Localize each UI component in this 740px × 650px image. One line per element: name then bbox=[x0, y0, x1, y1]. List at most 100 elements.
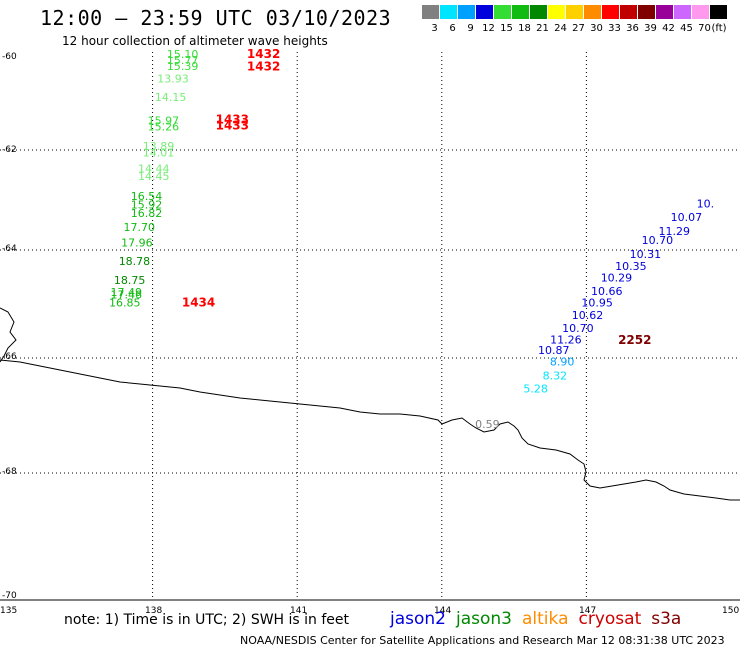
wave-height-label: 15.77 bbox=[167, 54, 199, 67]
legend-label: 30 bbox=[590, 23, 603, 34]
wave-height-label: 10.31 bbox=[630, 248, 662, 261]
lat-label-68: -68 bbox=[2, 467, 17, 477]
wave-height-label: 10. bbox=[697, 198, 715, 211]
wave-height-label: 0.59 bbox=[475, 418, 500, 431]
legend-swatch bbox=[476, 5, 493, 19]
wave-height-label: 17.49 bbox=[110, 286, 142, 299]
legend-swatch bbox=[512, 5, 529, 19]
wave-height-label: 16.54 bbox=[131, 190, 163, 203]
legend-swatch bbox=[674, 5, 691, 19]
legend-label: 3 bbox=[431, 23, 438, 34]
wave-height-label: 18.78 bbox=[119, 255, 151, 268]
wave-height-label: 15.10 bbox=[167, 48, 199, 61]
wave-height-label: 10.87 bbox=[538, 344, 570, 357]
pass-time-label: 1432 bbox=[247, 59, 280, 73]
wave-height-label: 17.96 bbox=[121, 237, 153, 250]
lon-label-135: 135 bbox=[0, 606, 18, 616]
map-title: 12:00 – 23:59 UTC 03/10/2023 bbox=[40, 6, 392, 30]
legend-swatch bbox=[566, 5, 583, 19]
lon-label-141: 141 bbox=[290, 606, 308, 616]
footer-note: note: 1) Time is in UTC; 2) SWH is in fe… bbox=[64, 612, 350, 628]
wave-height-label: 16.85 bbox=[109, 297, 141, 310]
legend-label: 42 bbox=[662, 23, 675, 34]
legend-swatch bbox=[530, 5, 547, 19]
legend-swatch bbox=[548, 5, 565, 19]
credit-line: NOAA/NESDIS Center for Satellite Applica… bbox=[240, 634, 725, 647]
wave-height-label: 10.29 bbox=[601, 271, 633, 284]
lat-label-60: -60 bbox=[2, 52, 17, 62]
wave-height-label: 17.70 bbox=[124, 221, 156, 234]
legend-label: 33 bbox=[608, 23, 621, 34]
satellite-name: jason3 bbox=[456, 609, 512, 629]
satellite-legend: jason2 jason3 altika cryosat s3a bbox=[390, 609, 691, 629]
wave-height-label: 15.39 bbox=[167, 60, 199, 73]
wave-height-label: 13.89 bbox=[143, 140, 175, 153]
wave-height-label: 14.01 bbox=[143, 147, 175, 160]
lat-label-64: -64 bbox=[2, 244, 17, 254]
legend-swatch bbox=[620, 5, 637, 19]
legend-swatch bbox=[440, 5, 457, 19]
legend-swatch bbox=[638, 5, 655, 19]
legend-label: 18 bbox=[518, 23, 531, 34]
lat-label-62: -62 bbox=[2, 145, 17, 155]
legend-unit: (ft) bbox=[711, 23, 727, 34]
lon-label-138: 138 bbox=[145, 606, 163, 616]
wave-height-label: 15.92 bbox=[131, 199, 163, 212]
wave-height-label: 8.32 bbox=[543, 369, 568, 382]
pass-time-label: 1433 bbox=[216, 112, 249, 126]
legend-swatch bbox=[692, 5, 709, 19]
lat-label-70: -70 bbox=[2, 591, 17, 601]
wave-height-label: 15.26 bbox=[148, 120, 180, 133]
legend-swatch bbox=[458, 5, 475, 19]
lon-label-150: 150 bbox=[722, 606, 740, 616]
legend-swatch bbox=[710, 5, 727, 19]
wave-height-label: 13.93 bbox=[157, 73, 189, 86]
pass-time-label: 2252 bbox=[618, 333, 651, 347]
legend-label: 45 bbox=[680, 23, 693, 34]
wave-height-label: 14.15 bbox=[155, 91, 187, 104]
wave-height-label: 5.28 bbox=[523, 383, 548, 396]
legend-swatch bbox=[584, 5, 601, 19]
legend-label: 70 bbox=[698, 23, 711, 34]
legend-swatch bbox=[602, 5, 619, 19]
legend-label: 6 bbox=[449, 23, 456, 34]
legend-label: 27 bbox=[572, 23, 585, 34]
wave-height-label: 8.90 bbox=[550, 355, 575, 368]
wave-height-label: 15.97 bbox=[148, 114, 180, 127]
lon-label-147: 147 bbox=[579, 606, 597, 616]
graticule-grid bbox=[0, 52, 740, 601]
legend-swatch bbox=[494, 5, 511, 19]
wave-height-label: 18.75 bbox=[114, 274, 146, 287]
legend-label: 36 bbox=[626, 23, 639, 34]
legend-label: 9 bbox=[467, 23, 474, 34]
lon-label-144: 144 bbox=[434, 606, 452, 616]
wave-height-label: 17.46 bbox=[110, 289, 142, 302]
wave-height-label: 10.07 bbox=[671, 211, 703, 224]
wave-height-label: 10.66 bbox=[591, 285, 623, 298]
satellite-name: altika bbox=[522, 609, 569, 629]
wave-height-label: 10.35 bbox=[615, 260, 647, 273]
map-subtitle: 12 hour collection of altimeter wave hei… bbox=[62, 34, 328, 48]
legend-label: 24 bbox=[554, 23, 567, 34]
lat-label-66: -66 bbox=[2, 352, 17, 362]
wave-height-label: 14.45 bbox=[138, 170, 170, 183]
wave-height-label: 10.62 bbox=[572, 309, 604, 322]
legend-swatch bbox=[422, 5, 439, 19]
legend-label: 12 bbox=[482, 23, 495, 34]
legend-label: 39 bbox=[644, 23, 657, 34]
wave-height-label: 11.29 bbox=[659, 225, 691, 238]
wave-height-label: 10.95 bbox=[581, 297, 613, 310]
wave-height-label: 14.44 bbox=[138, 163, 170, 176]
pass-time-label: 1432 bbox=[247, 47, 280, 61]
wave-height-label: 10.70 bbox=[562, 322, 594, 335]
wave-height-label: 16.82 bbox=[131, 207, 163, 220]
legend-swatch bbox=[656, 5, 673, 19]
satellite-name: cryosat bbox=[578, 609, 642, 629]
pass-time-label: 1433 bbox=[216, 119, 249, 133]
satellite-name: s3a bbox=[651, 609, 682, 629]
legend-label: 15 bbox=[500, 23, 513, 34]
